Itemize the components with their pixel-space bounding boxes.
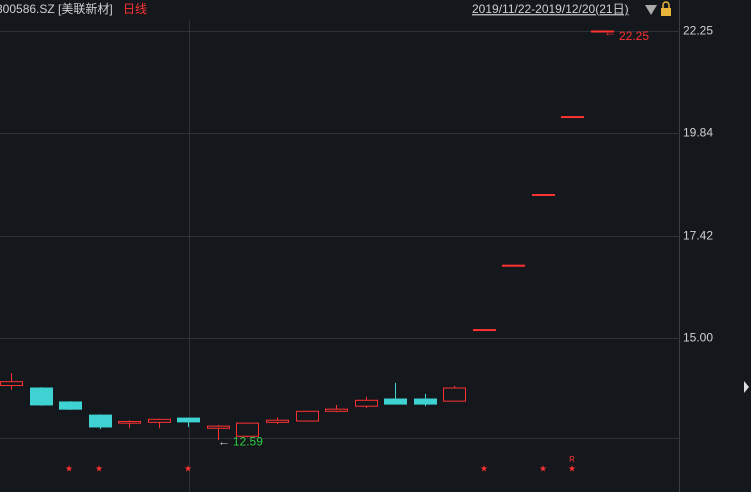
lock-icon [661, 1, 671, 16]
y-tick-label: 17.42 [683, 229, 713, 243]
symbol: 300586.SZ [美联新材] [0, 1, 113, 16]
candle-body [473, 329, 496, 332]
candle-body [384, 398, 407, 405]
candle-body [591, 30, 614, 33]
svg-text:★: ★ [480, 463, 488, 473]
low-arrow: ← [218, 434, 230, 448]
candle-body [355, 399, 378, 407]
y-tick-label: 15.00 [683, 331, 713, 345]
candle-body [148, 418, 171, 423]
low-label: 12.59 [233, 434, 263, 448]
high-label: 22.25 [619, 29, 649, 43]
scroll-arrow[interactable] [744, 381, 749, 393]
candle-body [0, 381, 23, 386]
candle-body [325, 408, 348, 412]
svg-text:★: ★ [184, 463, 192, 473]
candle-body [59, 401, 82, 410]
candle-body [236, 422, 259, 437]
candle-body [296, 410, 319, 422]
candle-body [266, 419, 289, 423]
candle-body [118, 420, 141, 424]
candle-body [532, 193, 555, 196]
period: 日线 [123, 2, 147, 16]
candle-body [207, 425, 230, 429]
dropdown[interactable] [645, 5, 657, 15]
high-arrow: ← [604, 25, 616, 39]
candle-body [30, 387, 53, 406]
candle-body [443, 387, 466, 402]
date-range[interactable]: 2019/11/22-2019/12/20(21日) [472, 2, 629, 16]
candle-body [414, 398, 437, 405]
svg-text:★: ★ [539, 463, 547, 473]
y-tick-label: 22.25 [683, 24, 713, 38]
candle-body [561, 116, 584, 119]
svg-text:★: ★ [65, 463, 73, 473]
candle-body [502, 264, 525, 267]
markers: ★ ★ ★ ★ ★ ★ [65, 463, 576, 473]
svg-text:★: ★ [568, 463, 576, 473]
y-tick-label: 19.84 [683, 126, 713, 140]
flag-label: R [569, 455, 575, 464]
candle-body [89, 414, 112, 428]
svg-text:★: ★ [95, 463, 103, 473]
candle-body [177, 417, 200, 423]
